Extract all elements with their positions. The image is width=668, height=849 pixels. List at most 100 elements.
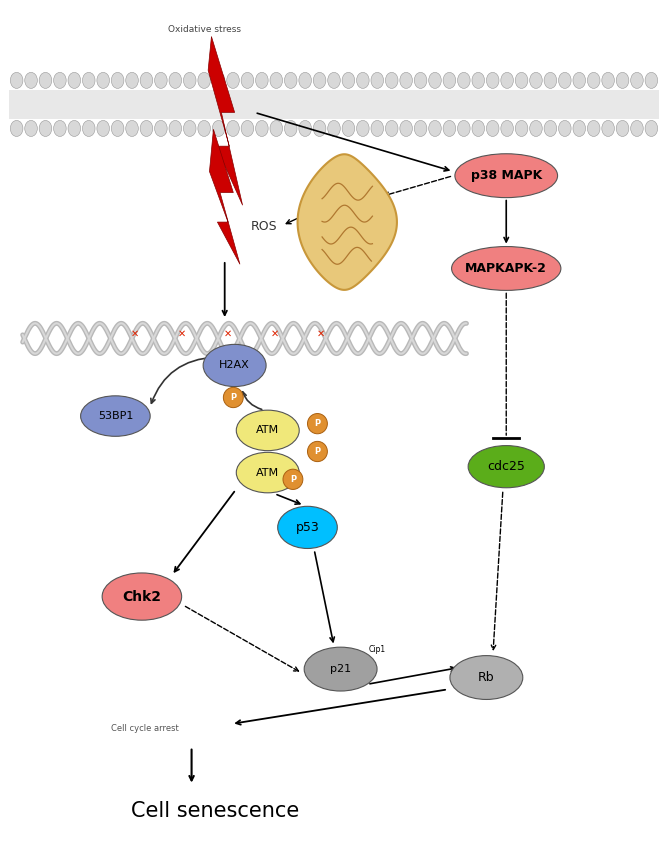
Ellipse shape <box>307 441 327 462</box>
Circle shape <box>472 121 484 137</box>
Circle shape <box>342 121 355 137</box>
Text: Cip1: Cip1 <box>369 645 385 654</box>
Circle shape <box>602 121 615 137</box>
Circle shape <box>414 121 427 137</box>
Circle shape <box>544 72 556 88</box>
Text: P: P <box>315 447 321 456</box>
Circle shape <box>68 72 81 88</box>
Circle shape <box>371 121 383 137</box>
Circle shape <box>39 72 51 88</box>
Circle shape <box>97 72 110 88</box>
Circle shape <box>97 121 110 137</box>
Circle shape <box>515 72 528 88</box>
Circle shape <box>357 121 369 137</box>
Circle shape <box>530 72 542 88</box>
Text: ✕: ✕ <box>131 329 140 339</box>
Circle shape <box>558 72 571 88</box>
Circle shape <box>602 72 615 88</box>
Circle shape <box>299 72 311 88</box>
Circle shape <box>458 72 470 88</box>
Circle shape <box>357 72 369 88</box>
Ellipse shape <box>452 246 561 290</box>
Circle shape <box>184 121 196 137</box>
Circle shape <box>429 72 442 88</box>
Circle shape <box>270 121 283 137</box>
Ellipse shape <box>236 410 299 451</box>
Circle shape <box>515 121 528 137</box>
Circle shape <box>617 121 629 137</box>
Text: ✕: ✕ <box>317 329 325 339</box>
Circle shape <box>212 121 225 137</box>
Circle shape <box>198 121 210 137</box>
Circle shape <box>169 72 182 88</box>
Circle shape <box>617 72 629 88</box>
Circle shape <box>299 121 311 137</box>
Ellipse shape <box>102 573 182 620</box>
Circle shape <box>573 72 586 88</box>
Circle shape <box>241 72 254 88</box>
Circle shape <box>184 72 196 88</box>
Text: Rb: Rb <box>478 671 495 684</box>
Circle shape <box>587 72 600 88</box>
Ellipse shape <box>203 345 266 386</box>
Ellipse shape <box>236 453 299 492</box>
Circle shape <box>530 121 542 137</box>
Circle shape <box>400 121 412 137</box>
Ellipse shape <box>223 387 243 408</box>
Circle shape <box>25 121 37 137</box>
Circle shape <box>241 121 254 137</box>
Text: P: P <box>315 419 321 428</box>
Circle shape <box>385 121 398 137</box>
Circle shape <box>198 72 210 88</box>
Text: MAPKAPK-2: MAPKAPK-2 <box>466 262 547 275</box>
Circle shape <box>573 121 586 137</box>
Circle shape <box>112 72 124 88</box>
Circle shape <box>112 121 124 137</box>
Circle shape <box>154 72 167 88</box>
Text: Cell cycle arrest: Cell cycle arrest <box>112 723 179 733</box>
Circle shape <box>371 72 383 88</box>
Text: 53BP1: 53BP1 <box>98 411 133 421</box>
Circle shape <box>501 72 514 88</box>
Text: Chk2: Chk2 <box>122 589 162 604</box>
Circle shape <box>25 72 37 88</box>
Circle shape <box>385 72 398 88</box>
Circle shape <box>501 121 514 137</box>
Circle shape <box>226 72 239 88</box>
Circle shape <box>429 121 442 137</box>
Polygon shape <box>297 155 397 290</box>
Text: ✕: ✕ <box>224 329 232 339</box>
Ellipse shape <box>283 469 303 489</box>
Text: H2AX: H2AX <box>219 361 250 370</box>
Circle shape <box>39 121 51 137</box>
Circle shape <box>645 72 658 88</box>
Circle shape <box>53 72 66 88</box>
Circle shape <box>328 72 340 88</box>
Circle shape <box>256 72 268 88</box>
Circle shape <box>270 72 283 88</box>
Circle shape <box>587 121 600 137</box>
Text: cdc25: cdc25 <box>487 460 525 473</box>
Circle shape <box>285 121 297 137</box>
Circle shape <box>443 121 456 137</box>
Circle shape <box>400 72 412 88</box>
Text: ATM: ATM <box>257 468 279 478</box>
Circle shape <box>631 121 643 137</box>
Circle shape <box>472 72 484 88</box>
Circle shape <box>53 121 66 137</box>
Circle shape <box>126 72 138 88</box>
Text: P: P <box>230 393 236 402</box>
Circle shape <box>458 121 470 137</box>
Circle shape <box>10 72 23 88</box>
Ellipse shape <box>468 446 544 488</box>
Circle shape <box>154 121 167 137</box>
Text: p53: p53 <box>296 521 319 534</box>
Polygon shape <box>208 37 242 205</box>
Circle shape <box>486 72 499 88</box>
Circle shape <box>443 72 456 88</box>
Circle shape <box>328 121 340 137</box>
Text: ✕: ✕ <box>178 329 186 339</box>
Ellipse shape <box>455 154 558 198</box>
Circle shape <box>313 121 326 137</box>
Circle shape <box>285 72 297 88</box>
